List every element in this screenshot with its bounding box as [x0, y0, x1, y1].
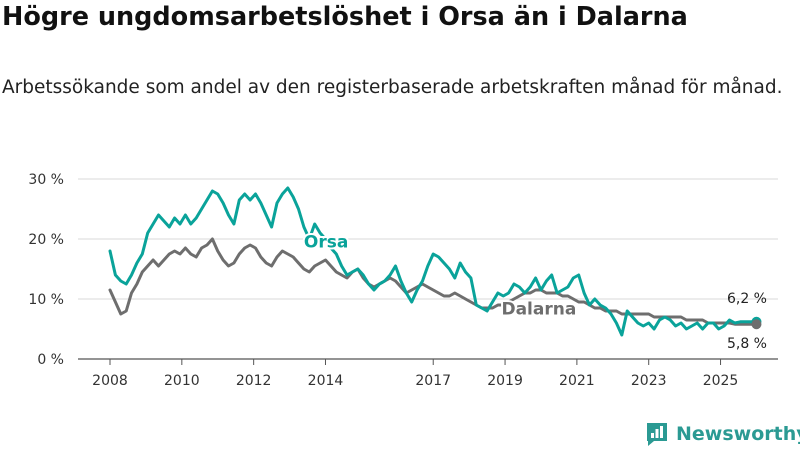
label-layer: 0 % 10 % 20 % 30 % 2008 2010 2012 2014 2017 2019 2…: [28, 172, 767, 389]
series-layer: [108, 186, 762, 337]
chart-subtitle: Arbetssökande som andel av den registerb…: [2, 77, 783, 98]
end-label-orsa: 6,2 %: [727, 291, 767, 307]
brand-name: Newsworthy: [676, 423, 800, 445]
x-tick-label: 2010: [164, 373, 200, 389]
x-tick-label: 2021: [559, 373, 595, 389]
chart-title: Högre ungdomsarbetslöshet i Orsa än i Da…: [2, 2, 688, 32]
series-label-dalarna: Dalarna: [501, 300, 576, 320]
newsworthy-logo-icon: [647, 423, 667, 446]
x-tick-label: 2014: [308, 373, 344, 389]
y-tick-label: 30 %: [28, 172, 64, 188]
x-tick-label: 2012: [236, 373, 272, 389]
x-tick-label: 2008: [92, 373, 128, 389]
x-tick-label: 2019: [487, 373, 523, 389]
series-line-dalarna: [108, 237, 758, 326]
x-tick-label: 2017: [415, 373, 451, 389]
y-tick-label: 20 %: [28, 232, 64, 248]
x-tick-label: 2023: [631, 373, 667, 389]
series-label-orsa: Orsa: [304, 232, 348, 252]
x-tick-label: 2025: [703, 373, 739, 389]
y-tick-label: 0 %: [37, 352, 64, 368]
end-label-dalarna: 5,8 %: [727, 336, 767, 352]
y-tick-label: 10 %: [28, 292, 64, 308]
grid-layer: [78, 178, 778, 365]
newsworthy-brand: Newsworthy: [645, 420, 800, 448]
series-line-orsa: [108, 186, 758, 337]
end-point-dalarna: [751, 319, 762, 330]
